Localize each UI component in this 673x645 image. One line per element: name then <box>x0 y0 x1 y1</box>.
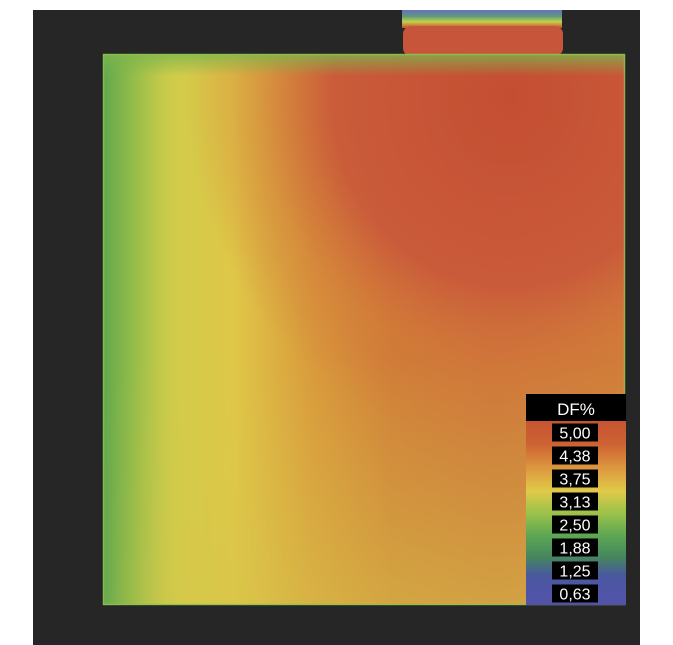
room-heatmap <box>102 53 626 606</box>
legend-title: DF% <box>557 400 595 419</box>
room-outline <box>102 53 626 606</box>
window-opening <box>402 10 562 28</box>
legend-tick-label: 3,13 <box>559 495 590 512</box>
legend-tick-label: 1,88 <box>559 541 590 558</box>
legend-tick-bg <box>552 446 598 465</box>
legend-tick-label: 0,63 <box>559 587 590 604</box>
legend-tick-label: 5,00 <box>559 426 590 443</box>
legend-tick-bg <box>552 561 598 580</box>
legend-tick-bg <box>552 492 598 511</box>
legend-ticks: 5,00 4,38 3,75 3,13 2,50 1,88 1,25 0,63 <box>552 423 598 604</box>
colorbar-legend: DF% 5,00 4,38 3,75 3,13 2,50 1,88 1,25 0,63 <box>526 394 626 605</box>
legend-tick-label: 4,38 <box>559 449 590 466</box>
legend-tick-label: 2,50 <box>559 518 590 535</box>
legend-tick-bg <box>552 538 598 557</box>
legend-tick-bg <box>552 469 598 488</box>
legend-tick-label: 1,25 <box>559 564 590 581</box>
legend-tick-bg <box>552 423 598 442</box>
legend-tick-bg <box>552 584 598 603</box>
legend-tick-bg <box>552 515 598 534</box>
legend-title-box <box>526 394 626 421</box>
window-recess <box>403 26 563 56</box>
legend-tick-label: 3,75 <box>559 472 590 489</box>
